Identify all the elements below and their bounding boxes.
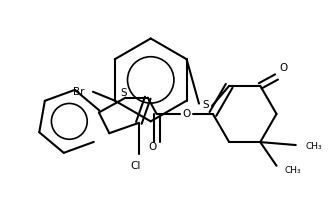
Text: CH₃: CH₃ bbox=[285, 166, 301, 175]
Text: O: O bbox=[280, 63, 288, 73]
Text: O: O bbox=[182, 109, 190, 119]
Text: Cl: Cl bbox=[131, 161, 141, 171]
Text: S: S bbox=[202, 100, 209, 110]
Text: S: S bbox=[120, 88, 127, 98]
Text: Br: Br bbox=[72, 87, 84, 97]
Text: CH₃: CH₃ bbox=[306, 142, 322, 151]
Text: O: O bbox=[148, 141, 156, 152]
